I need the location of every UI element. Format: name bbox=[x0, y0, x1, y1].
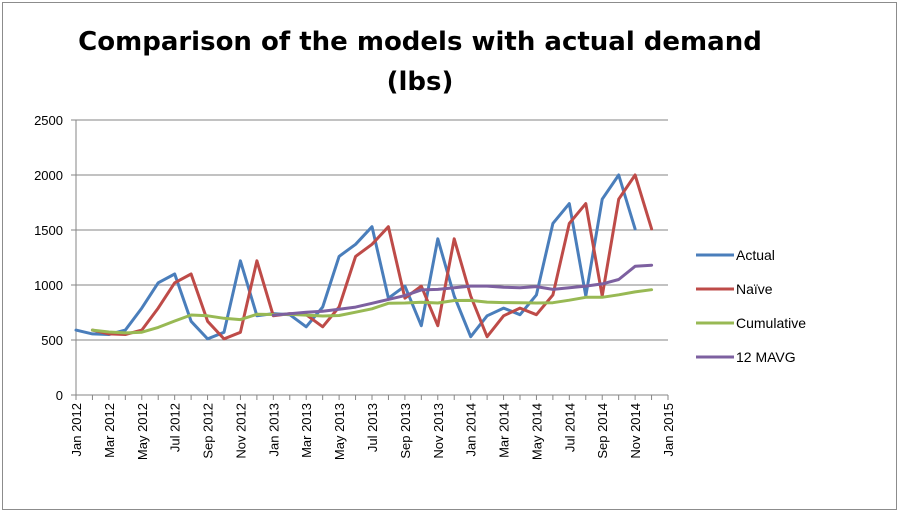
x-tick-label: May 2013 bbox=[332, 403, 347, 460]
x-tick-label: Mar 2014 bbox=[497, 403, 512, 458]
x-tick-label: Nov 2014 bbox=[628, 403, 643, 459]
chart-title: Comparison of the models with actual dem… bbox=[78, 27, 762, 97]
legend-label: 12 MAVG bbox=[736, 349, 796, 365]
x-tick-label: Jul 2012 bbox=[168, 403, 183, 452]
x-tick-label: Jul 2014 bbox=[562, 403, 577, 452]
legend-label: Actual bbox=[736, 247, 775, 263]
legend-label: Cumulative bbox=[736, 315, 806, 331]
x-tick-label: Mar 2012 bbox=[102, 403, 117, 458]
y-tick-label: 1000 bbox=[34, 278, 63, 293]
series-line-12-mavg bbox=[271, 263, 654, 317]
series-line-cumulative bbox=[90, 288, 654, 335]
x-tick-label: Jan 2012 bbox=[69, 403, 84, 457]
y-tick-label: 2000 bbox=[34, 168, 63, 183]
x-tick-label: Nov 2013 bbox=[431, 403, 446, 459]
x-tick-label: Nov 2012 bbox=[233, 403, 248, 459]
x-tick-label: May 2014 bbox=[529, 403, 544, 460]
x-tick-label: Jan 2015 bbox=[661, 403, 676, 457]
x-tick-label: Sep 2012 bbox=[201, 403, 216, 459]
x-tick-label: Jan 2013 bbox=[266, 403, 281, 457]
x-tick-label: Mar 2013 bbox=[299, 403, 314, 458]
x-tick-label: Jul 2013 bbox=[365, 403, 380, 452]
y-tick-label: 0 bbox=[56, 388, 63, 403]
y-tick-label: 2500 bbox=[34, 113, 63, 128]
x-tick-label: Jan 2014 bbox=[464, 403, 479, 457]
y-tick-label: 1500 bbox=[34, 223, 63, 238]
series-line-na-ve bbox=[90, 173, 654, 341]
x-tick-label: Sep 2013 bbox=[398, 403, 413, 459]
legend-label: Naïve bbox=[736, 281, 773, 297]
y-tick-label: 500 bbox=[41, 333, 63, 348]
x-tick-label: May 2012 bbox=[135, 403, 150, 460]
x-tick-label: Sep 2014 bbox=[595, 403, 610, 459]
series-line-actual bbox=[74, 173, 637, 341]
